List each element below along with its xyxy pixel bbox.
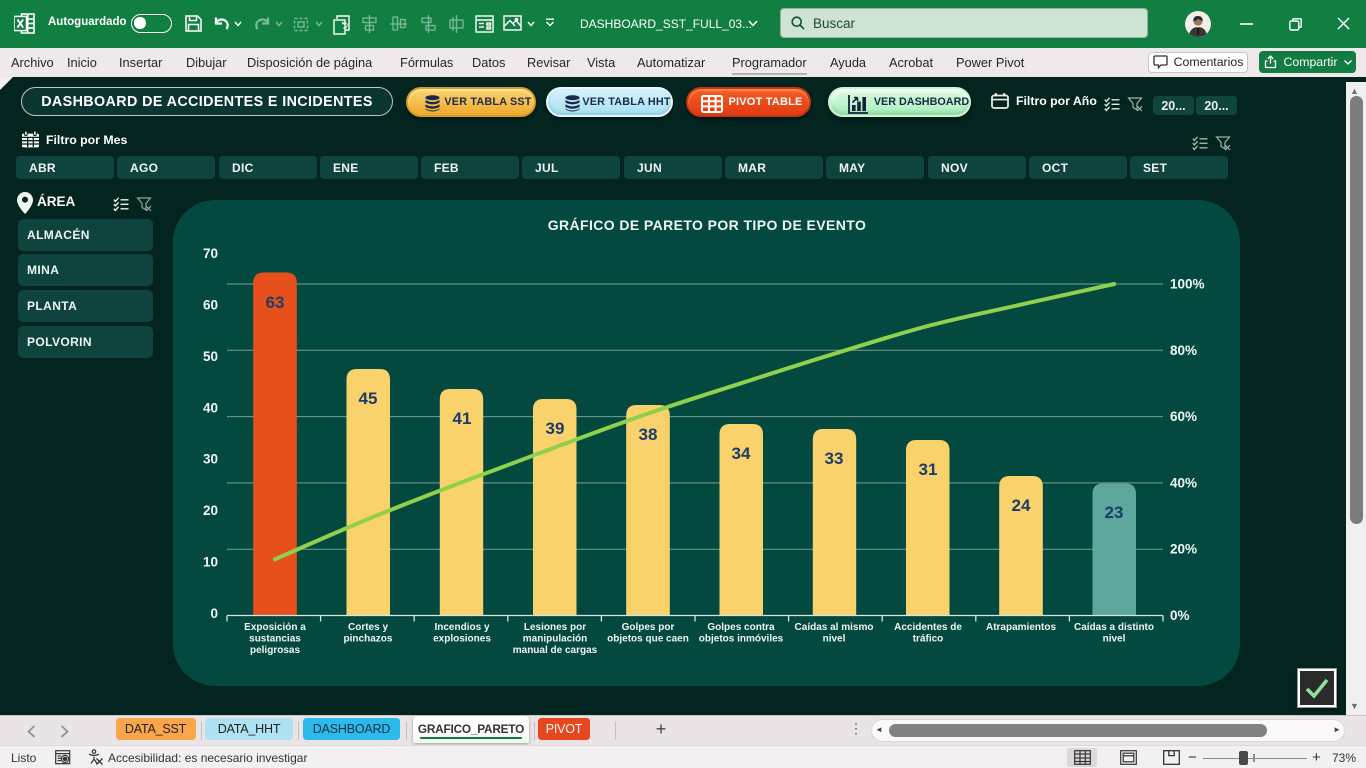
svg-text:sustancias: sustancias: [249, 634, 301, 645]
svg-text:0%: 0%: [1170, 608, 1190, 623]
svg-text:39: 39: [546, 419, 565, 438]
svg-text:60: 60: [203, 297, 218, 312]
svg-text:pinchazos: pinchazos: [344, 634, 393, 645]
svg-text:Atrapamientos: Atrapamientos: [986, 622, 1056, 633]
svg-text:peligrosas: peligrosas: [250, 645, 300, 656]
svg-text:20: 20: [203, 503, 218, 518]
svg-text:30: 30: [203, 451, 218, 466]
svg-text:10: 10: [203, 554, 218, 569]
svg-text:40%: 40%: [1170, 475, 1197, 490]
svg-text:31: 31: [919, 460, 938, 479]
svg-text:24: 24: [1012, 496, 1031, 515]
svg-text:38: 38: [639, 425, 658, 444]
svg-text:40: 40: [203, 400, 218, 415]
svg-text:23: 23: [1105, 503, 1124, 522]
svg-text:Caídas al mismo: Caídas al mismo: [795, 622, 874, 633]
svg-text:objetos que caen: objetos que caen: [607, 634, 689, 645]
svg-text:34: 34: [732, 444, 751, 463]
svg-text:0: 0: [210, 606, 218, 621]
svg-text:Golpes contra: Golpes contra: [707, 622, 775, 633]
svg-text:Lesiones por: Lesiones por: [524, 622, 586, 633]
svg-text:Exposición a: Exposición a: [244, 622, 306, 633]
svg-text:nivel: nivel: [1103, 634, 1126, 645]
svg-text:Caídas a distinto: Caídas a distinto: [1074, 622, 1154, 633]
svg-text:33: 33: [825, 449, 844, 468]
svg-text:80%: 80%: [1170, 343, 1197, 358]
svg-text:nivel: nivel: [823, 634, 846, 645]
svg-text:20%: 20%: [1170, 542, 1197, 557]
svg-text:50: 50: [203, 349, 218, 364]
svg-text:GRÁFICO DE PARETO POR TIPO DE: GRÁFICO DE PARETO POR TIPO DE EVENTO: [548, 217, 867, 233]
svg-text:60%: 60%: [1170, 409, 1197, 424]
svg-text:41: 41: [453, 409, 472, 428]
svg-text:63: 63: [266, 293, 285, 312]
svg-text:manual de cargas: manual de cargas: [513, 645, 598, 656]
svg-text:100%: 100%: [1170, 277, 1205, 292]
svg-text:Golpes por: Golpes por: [622, 622, 675, 633]
svg-text:objetos inmóviles: objetos inmóviles: [699, 634, 784, 645]
svg-text:Accidentes de: Accidentes de: [894, 622, 962, 633]
svg-text:45: 45: [359, 389, 378, 408]
svg-text:explosiones: explosiones: [433, 634, 491, 645]
svg-text:Cortes y: Cortes y: [348, 622, 388, 633]
svg-text:Incendios y: Incendios y: [434, 622, 489, 633]
svg-text:manipulación: manipulación: [523, 634, 587, 645]
svg-text:tráfico: tráfico: [913, 634, 944, 645]
svg-text:70: 70: [203, 246, 218, 261]
